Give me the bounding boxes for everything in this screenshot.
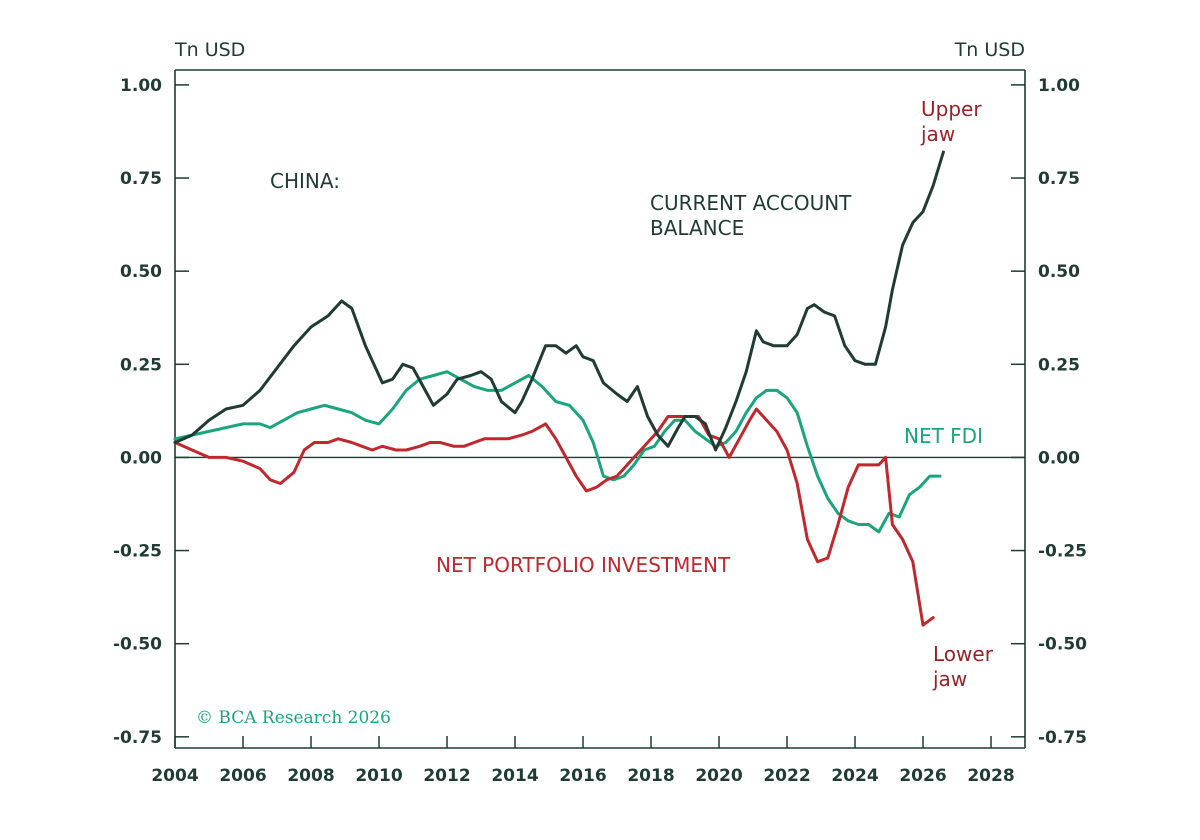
label-current-account-2: BALANCE bbox=[650, 216, 744, 240]
x-tick-label: 2028 bbox=[967, 766, 1014, 786]
y-tick-label-right: -0.25 bbox=[1038, 542, 1087, 562]
y-tick-label-right: 0.75 bbox=[1038, 169, 1080, 189]
label-current-account-1: CURRENT ACCOUNT bbox=[650, 191, 852, 215]
y-tick-label-left: 0.00 bbox=[120, 448, 162, 468]
series-layer bbox=[173, 150, 945, 627]
y-unit-right: Tn USD bbox=[954, 39, 1025, 61]
y-tick-label-right: 0.00 bbox=[1038, 448, 1080, 468]
series-line-current-account bbox=[173, 150, 945, 452]
label-china: CHINA: bbox=[270, 169, 340, 193]
annotations: Tn USD Tn USD CHINA: CURRENT ACCOUNT BAL… bbox=[174, 39, 1025, 728]
copyright: © BCA Research 2026 bbox=[196, 708, 391, 728]
label-net-fdi: NET FDI bbox=[904, 424, 983, 448]
y-tick-label-left: 0.75 bbox=[120, 169, 162, 189]
x-tick-label: 2014 bbox=[491, 766, 538, 786]
x-tick-label: 2006 bbox=[219, 766, 266, 786]
label-lower-jaw-2: jaw bbox=[932, 667, 967, 691]
x-tick-label: 2018 bbox=[627, 766, 674, 786]
y-tick-label-left: -0.50 bbox=[113, 635, 162, 655]
series-line-net-fdi bbox=[173, 370, 942, 534]
y-tick-label-right: 1.00 bbox=[1038, 76, 1080, 96]
axes bbox=[174, 69, 1026, 749]
x-tick-label: 2024 bbox=[831, 766, 878, 786]
y-tick-label-right: 0.25 bbox=[1038, 355, 1080, 375]
y-unit-left: Tn USD bbox=[174, 39, 245, 61]
x-tick-label: 2022 bbox=[763, 766, 810, 786]
series-line-net-portfolio bbox=[173, 407, 935, 627]
label-upper-jaw-1: Upper bbox=[921, 97, 982, 121]
x-tick-label: 2010 bbox=[355, 766, 402, 786]
y-tick-label-left: -0.25 bbox=[113, 542, 162, 562]
label-net-portfolio: NET PORTFOLIO INVESTMENT bbox=[436, 553, 731, 577]
y-tick-label-right: -0.50 bbox=[1038, 635, 1087, 655]
y-tick-label-right: 0.50 bbox=[1038, 262, 1080, 282]
x-tick-label: 2004 bbox=[151, 766, 198, 786]
y-tick-label-left: -0.75 bbox=[113, 728, 162, 748]
x-tick-label: 2016 bbox=[559, 766, 606, 786]
label-lower-jaw-1: Lower bbox=[933, 642, 994, 666]
label-upper-jaw-2: jaw bbox=[920, 122, 955, 146]
y-tick-label-left: 0.25 bbox=[120, 355, 162, 375]
x-tick-label: 2008 bbox=[287, 766, 334, 786]
tick-labels: 1.00 1.00 0.75 0.75 0.50 0.50 0.25 0.25 0.00 0.00… bbox=[113, 76, 1087, 786]
y-tick-label-left: 1.00 bbox=[120, 76, 162, 96]
y-tick-label-left: 0.50 bbox=[120, 262, 162, 282]
x-tick-label: 2020 bbox=[695, 766, 742, 786]
x-tick-label: 2026 bbox=[899, 766, 946, 786]
x-tick-label: 2012 bbox=[423, 766, 470, 786]
y-tick-label-right: -0.75 bbox=[1038, 728, 1087, 748]
